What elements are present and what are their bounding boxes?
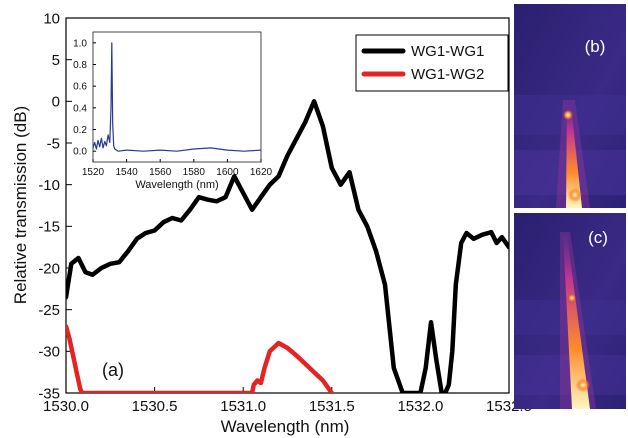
main-y-tick-label: -35 xyxy=(38,385,60,402)
main-y-tick-label: 0 xyxy=(52,94,60,111)
inset-y-tick-label: 0.2 xyxy=(73,125,87,136)
streak-c xyxy=(563,235,590,409)
main-plot: 10 5 0 -5 -10 -15 -20 -25 -30 -35 1530.0 1530.5 153… xyxy=(11,10,532,436)
inset-x-axis: 1520 1540 1560 1580 1600 1620 xyxy=(82,159,273,178)
panel-label-c: (c) xyxy=(588,228,608,247)
main-x-tick-label: 1530.5 xyxy=(132,398,178,415)
main-y-tick-label: 5 xyxy=(52,52,60,69)
legend-frame xyxy=(355,34,509,92)
inset-y-tick-label: 0.8 xyxy=(73,60,87,71)
panel-label-a: (a) xyxy=(102,360,124,380)
legend-label-wg1-wg1: WG1-WG1 xyxy=(411,43,484,60)
main-y-tick-label: -25 xyxy=(38,302,60,319)
inset-x-tick-label: 1620 xyxy=(250,167,273,178)
main-x-tick-label: 1532.0 xyxy=(397,398,443,415)
side-panel-c: (c) xyxy=(514,213,626,409)
main-y-tick-label: 10 xyxy=(43,10,60,27)
main-series-layer xyxy=(66,99,509,393)
main-x-tick-label: 1530.0 xyxy=(43,398,89,415)
legend: WG1-WG1 WG1-WG2 xyxy=(355,34,509,92)
inset-x-tick-label: 1560 xyxy=(149,167,172,178)
legend-label-wg1-wg2: WG1-WG2 xyxy=(411,66,484,83)
main-y-tick-label: -10 xyxy=(38,177,60,194)
main-x-axis: 1530.0 1530.5 1531.0 1531.5 1532.0 1532.5 xyxy=(43,387,532,415)
inset-plot: 0.00.20.40.60.81.0 1520 1540 1560 1580 1600 1… xyxy=(73,31,273,191)
inset-y-tick-label: 0.4 xyxy=(73,103,87,114)
inset-y-axis: 0.0 0.2 0.4 0.6 0.8 1.0 xyxy=(73,38,96,158)
inset-series-line-0 xyxy=(93,42,261,152)
main-y-tick-label: -30 xyxy=(38,344,60,361)
panel-label-b: (b) xyxy=(585,37,606,56)
inset-x-tick-label: 1600 xyxy=(216,167,239,178)
main-y-tick-label: -5 xyxy=(47,135,60,152)
hot-spot-b2 xyxy=(568,188,582,202)
main-x-tick-label: 1531.5 xyxy=(309,398,355,415)
main-x-tick-label: 1531.0 xyxy=(220,398,266,415)
inset-y-tick-label: 0.0 xyxy=(73,147,87,158)
x-axis-label: Wavelength (nm) xyxy=(221,417,350,436)
main-y-tick-label: -20 xyxy=(38,260,60,277)
inset-series-layer xyxy=(93,42,261,152)
side-panel-b: (b) xyxy=(514,4,626,208)
inset-x-tick-label: 1540 xyxy=(115,167,138,178)
main-y-axis: 10 5 0 -5 -10 -15 -20 -25 -30 -35 xyxy=(38,10,72,402)
main-series-line-wg1-wg2 xyxy=(66,324,335,393)
inset-x-tick-label: 1520 xyxy=(82,167,105,178)
main-y-tick-label: -15 xyxy=(38,219,60,236)
main-series-line-wg1-wg1 xyxy=(66,99,509,393)
inset-x-tick-label: 1580 xyxy=(183,167,206,178)
inset-plot-frame xyxy=(92,31,262,163)
hot-spot-c xyxy=(568,294,576,302)
inset-x-axis-label: Wavelength (nm) xyxy=(135,179,218,191)
inset-y-tick-label: 1.0 xyxy=(73,38,87,49)
streak-b xyxy=(566,105,582,208)
hot-spot-c2 xyxy=(576,378,590,392)
y-axis-label: Relative transmission (dB) xyxy=(11,106,30,304)
inset-y-tick-label: 0.6 xyxy=(73,82,87,93)
hot-spot-b xyxy=(563,110,573,120)
